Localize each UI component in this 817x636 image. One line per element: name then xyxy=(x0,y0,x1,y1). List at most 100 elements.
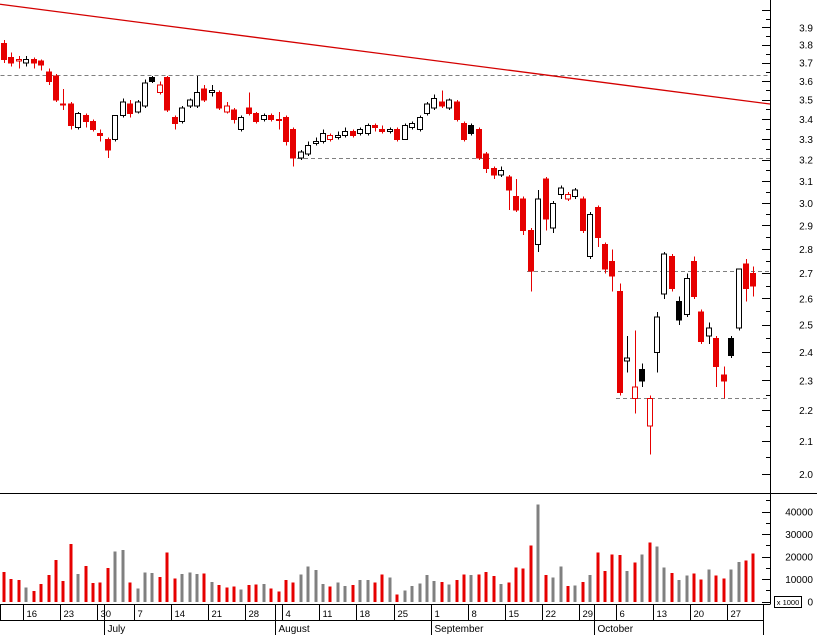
price-tick-label: 2.3 xyxy=(799,376,813,387)
candle-body xyxy=(750,273,756,287)
candle-body xyxy=(276,119,282,122)
volume-bar xyxy=(98,582,102,602)
month-label: October xyxy=(598,624,634,635)
volume-bar xyxy=(410,586,414,602)
volume-bar xyxy=(262,583,266,602)
price-tick-label: 3.8 xyxy=(799,41,813,52)
volume-bar xyxy=(462,574,466,602)
volume-axis: 0 10000 20000 30000 40000 xyxy=(762,500,813,609)
candle-body xyxy=(609,260,615,277)
volume-bar xyxy=(32,590,36,602)
volume-bar xyxy=(744,560,748,602)
volume-bar xyxy=(291,582,295,602)
volume-bar xyxy=(54,560,58,602)
volume-bar xyxy=(306,566,310,602)
volume-bar xyxy=(722,578,726,602)
volume-unit-text: x 1000 xyxy=(777,598,800,607)
candle-body xyxy=(520,198,526,232)
volume-bar xyxy=(677,579,681,602)
week-label: 25 xyxy=(398,609,409,620)
volume-bar xyxy=(507,582,511,602)
candle-body xyxy=(38,60,44,66)
candle-body xyxy=(602,244,608,270)
candle-body xyxy=(335,135,341,139)
volume-bar xyxy=(39,584,43,602)
week-label: 14 xyxy=(175,609,186,620)
candle-body xyxy=(684,278,690,316)
volume-bar xyxy=(581,581,585,602)
volume-bar xyxy=(47,575,51,602)
candle-body xyxy=(357,128,363,134)
week-label: 28 xyxy=(249,609,260,620)
volume-bar xyxy=(173,578,177,602)
volume-bar xyxy=(225,587,229,602)
volume-bar xyxy=(188,572,192,602)
candle-body xyxy=(394,128,400,141)
candle-body xyxy=(187,99,193,107)
candle-body xyxy=(97,132,103,137)
price-tick-label: 3.3 xyxy=(799,135,813,146)
week-label: 23 xyxy=(64,609,75,620)
volume-bar xyxy=(529,545,533,602)
week-label: 22 xyxy=(546,609,557,620)
volume-bar xyxy=(440,581,444,602)
volume-bar xyxy=(559,566,563,602)
volume-bar xyxy=(603,570,607,602)
price-tick-label: 2.1 xyxy=(799,437,813,448)
candle-body xyxy=(216,92,222,109)
candle-body xyxy=(491,168,497,176)
volume-bar xyxy=(573,585,577,602)
price-tick-label: 3.4 xyxy=(799,115,813,126)
candle-body xyxy=(706,327,712,337)
volume-bar xyxy=(484,572,488,602)
volume-bar xyxy=(91,583,95,602)
candle-body xyxy=(90,121,96,130)
price-pane[interactable] xyxy=(1,39,756,455)
volume-bar xyxy=(106,567,110,602)
candle-body xyxy=(402,125,408,141)
candle-body xyxy=(305,145,311,155)
candle-body xyxy=(647,398,653,427)
candle-body xyxy=(327,135,333,141)
volume-unit-box xyxy=(774,596,802,608)
candle-body xyxy=(313,141,319,145)
candle-body xyxy=(409,123,415,128)
volume-bar xyxy=(113,551,117,602)
week-label: 29 xyxy=(583,609,594,620)
candle-body xyxy=(290,128,296,159)
price-tick-label: 3.5 xyxy=(799,96,813,107)
candle-body xyxy=(572,189,578,198)
volume-pane[interactable] xyxy=(2,504,755,602)
volume-bar xyxy=(277,591,281,602)
candle-body xyxy=(476,128,482,159)
volume-bar xyxy=(640,554,644,602)
candle-body xyxy=(1,42,7,60)
volume-bar xyxy=(24,587,28,602)
week-label: 6 xyxy=(620,609,625,620)
volume-bar xyxy=(662,567,666,602)
candle-body xyxy=(194,92,200,107)
candle-body xyxy=(632,386,638,400)
volume-bar xyxy=(699,579,703,602)
volume-bar xyxy=(477,574,481,602)
candle-body xyxy=(23,58,29,64)
candle-body xyxy=(550,202,556,229)
candle-body xyxy=(53,75,59,101)
volume-bar xyxy=(336,582,340,602)
candle-body xyxy=(691,260,697,297)
volume-bar xyxy=(729,569,733,602)
volume-bar xyxy=(610,554,614,602)
candle-body xyxy=(587,214,593,258)
volume-bar xyxy=(737,561,741,602)
volume-bar xyxy=(328,586,332,602)
candle-body xyxy=(713,338,719,368)
date-axis: 16 23 30 7 14 21 28 4 11 18 25 1 8 15 22 29 6 13 20 27 xyxy=(0,604,764,635)
volume-tick-label: 10000 xyxy=(785,575,813,586)
volume-bar xyxy=(373,582,377,602)
volume-bar xyxy=(418,583,422,602)
volume-bar xyxy=(254,584,258,602)
volume-bar xyxy=(358,579,362,602)
volume-bar xyxy=(551,577,555,602)
candle-body xyxy=(468,125,474,134)
